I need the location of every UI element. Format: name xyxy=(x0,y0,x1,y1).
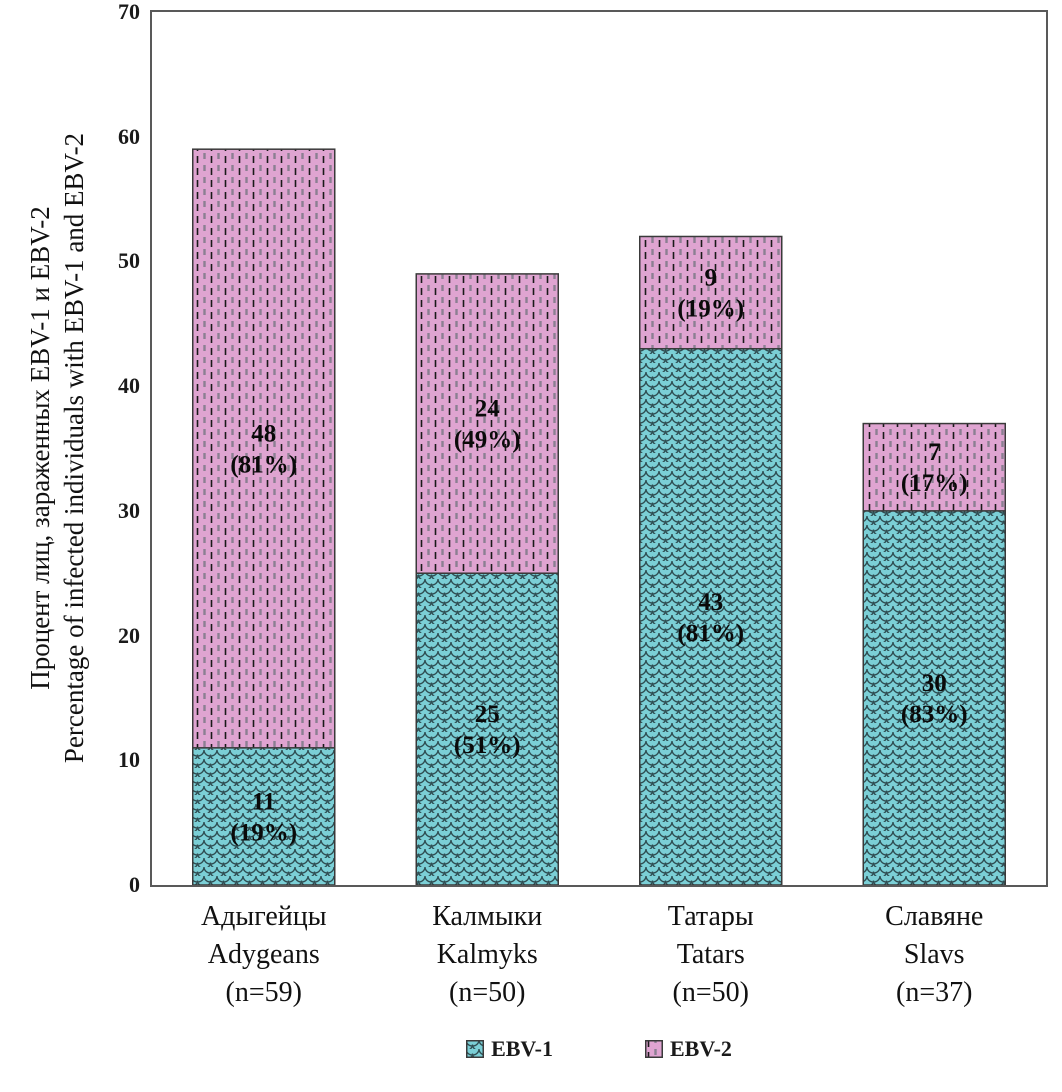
bar-segment-ebv-2-kalmyks xyxy=(415,273,559,574)
stacked-bar-chart: 11 (19%) 48 (81%) 25 (51%) 24 (49%) 43 (81%) 9 (19%… xyxy=(192,148,1006,886)
category-label-line: (n=50) xyxy=(672,977,749,1008)
legend-label: EBV-1 xyxy=(491,1036,553,1061)
legend-label: EBV-2 xyxy=(670,1036,732,1061)
bar-segment-ebv-2-slavs xyxy=(862,422,1006,512)
bar-segment-ebv-2-adygeans xyxy=(192,148,336,749)
y-tick-label: 70 xyxy=(118,0,140,24)
category-label-adygeans: Адыгейцы Adygeans (n=59) xyxy=(149,898,379,1012)
category-label-line: Калмыки xyxy=(432,901,543,932)
y-tick-label: 60 xyxy=(118,123,140,149)
y-axis-title-en: Percentage of infected individuals with … xyxy=(59,132,89,764)
bar-segment-ebv-1-tatars xyxy=(639,347,783,886)
plot-area: 11 (19%) 48 (81%) 25 (51%) 24 (49%) 43 (81%) 9 (19%… xyxy=(150,10,1048,887)
y-tick-label: 0 xyxy=(129,872,140,897)
category-label-line: Татары xyxy=(667,901,754,932)
category-label-line: Tatars xyxy=(676,939,745,970)
legend-swatch-scales-icon xyxy=(466,1040,485,1058)
y-tick-label: 10 xyxy=(118,747,140,773)
bar-segment-ebv-1-adygeans xyxy=(192,747,336,886)
bar-segment-ebv-2-tatars xyxy=(639,235,783,350)
category-label-line: Slavs xyxy=(903,939,965,970)
y-axis-title-ru: Процент лиц, зараженных EBV-1 и EBV-2 xyxy=(25,206,55,690)
category-label-tatars: Татары Tatars (n=50) xyxy=(596,898,826,1012)
category-label-line: Славяне xyxy=(885,901,984,932)
bar-segment-ebv-1-slavs xyxy=(862,510,1006,886)
bar-segment-label: 11 (19%) xyxy=(230,788,297,846)
bar-segment-ebv-1-kalmyks xyxy=(415,572,559,886)
category-label-line: Адыгейцы xyxy=(200,901,327,932)
category-label-line: (n=50) xyxy=(449,977,526,1008)
y-tick-label: 50 xyxy=(118,248,140,274)
y-axis-title: Процент лиц, зараженных EBV-1 и EBV-2 Pe… xyxy=(23,0,91,898)
y-tick-label: 20 xyxy=(118,622,140,648)
legend-swatch-dashes-icon xyxy=(645,1040,663,1058)
bar-segment-label: 48 (81%) xyxy=(230,421,297,479)
category-label-slavs: Славяне Slavs (n=37) xyxy=(819,898,1049,1012)
bar-segment-label: 30 (83%) xyxy=(901,670,968,728)
legend: EBV-1 EBV-2 xyxy=(150,1036,1048,1062)
bar-segment-label: 9 (19%) xyxy=(677,265,744,323)
legend-item-ebv-1: EBV-1 xyxy=(466,1036,553,1062)
category-label-kalmyks: Калмыки Kalmyks (n=50) xyxy=(372,898,602,1012)
bar-segment-label: 43 (81%) xyxy=(677,589,744,647)
bar-segment-label: 7 (17%) xyxy=(901,439,968,497)
category-label-line: (n=59) xyxy=(225,977,302,1008)
legend-item-ebv-2: EBV-2 xyxy=(645,1036,732,1062)
bar-segment-label: 24 (49%) xyxy=(454,396,521,454)
category-label-line: Kalmyks xyxy=(436,939,538,970)
category-label-line: Adygeans xyxy=(207,939,320,970)
y-tick-label: 30 xyxy=(118,497,140,523)
y-tick-label: 40 xyxy=(118,373,140,399)
category-label-line: (n=37) xyxy=(896,977,973,1008)
bar-segment-label: 25 (51%) xyxy=(454,701,521,759)
